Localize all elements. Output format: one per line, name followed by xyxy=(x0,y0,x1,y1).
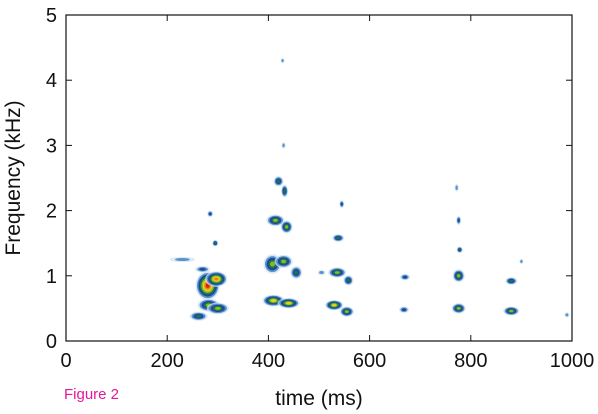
y-tick-label: 2 xyxy=(46,201,57,223)
spectral-energy-blob xyxy=(451,303,466,314)
spectral-energy-blob xyxy=(205,271,228,287)
x-tick-label: 600 xyxy=(353,350,386,372)
energy-level-contour xyxy=(286,302,292,305)
spectral-energy-blob xyxy=(399,273,411,281)
spectral-energy-blob xyxy=(273,176,284,187)
energy-level-contour xyxy=(208,212,212,216)
x-tick-label: 0 xyxy=(60,350,71,372)
spectral-energy-blob xyxy=(564,312,570,318)
spectral-energy-blob xyxy=(456,215,462,225)
y-tick-label: 1 xyxy=(46,266,57,288)
energy-level-contour xyxy=(214,277,219,281)
energy-level-contour xyxy=(458,248,461,251)
energy-level-contour xyxy=(270,261,275,267)
spectral-energy-blob xyxy=(317,269,326,276)
energy-level-contour xyxy=(276,179,281,183)
energy-level-contour xyxy=(456,307,461,310)
spectral-energy-blob xyxy=(519,258,524,265)
energy-level-contour xyxy=(401,308,407,312)
spectral-energy-blob xyxy=(281,184,289,198)
spectral-energy-blob xyxy=(505,277,518,285)
spectral-energy-blob xyxy=(169,256,196,263)
energy-level-contour xyxy=(336,236,341,240)
energy-level-contour xyxy=(565,313,569,317)
spectral-energy-blob xyxy=(206,302,229,315)
energy-level-contour xyxy=(457,274,461,278)
spectral-energy-blob xyxy=(280,58,285,64)
energy-level-contour xyxy=(344,310,349,314)
spectral-energy-blob xyxy=(277,297,300,309)
spectral-energy-blob xyxy=(281,142,286,149)
y-tick-label: 4 xyxy=(46,70,57,92)
x-tick-label: 200 xyxy=(151,350,184,372)
energy-level-contour xyxy=(455,185,458,191)
spectral-energy-blob xyxy=(454,183,459,192)
spectral-energy-blob xyxy=(290,266,303,280)
figure-label: Figure 2 xyxy=(64,386,120,403)
energy-level-contour xyxy=(346,278,350,283)
energy-level-contour xyxy=(334,271,340,274)
energy-level-contour xyxy=(281,59,284,63)
spectral-energy-blob xyxy=(339,200,345,208)
energy-level-contour xyxy=(294,270,299,275)
energy-level-contour xyxy=(520,259,523,263)
y-tick-label: 5 xyxy=(46,5,57,27)
spectral-energy-blob xyxy=(325,299,344,311)
spectral-energy-blob xyxy=(207,210,214,218)
energy-level-contour xyxy=(273,218,278,222)
energy-level-contour xyxy=(319,271,324,275)
energy-level-contour xyxy=(214,306,221,310)
spectrogram-energy-layer xyxy=(169,58,570,321)
spectral-energy-blob xyxy=(456,246,463,253)
spectral-energy-blob xyxy=(332,234,345,242)
energy-level-contour xyxy=(509,279,514,283)
y-tick-label: 3 xyxy=(46,135,57,157)
spectral-energy-blob xyxy=(503,306,520,316)
spectral-energy-blob xyxy=(274,254,293,268)
energy-level-contour xyxy=(271,299,276,302)
energy-level-contour xyxy=(195,314,202,318)
spectral-energy-blob xyxy=(195,266,211,273)
y-tick-label: 0 xyxy=(46,331,57,353)
x-axis-label: time (ms) xyxy=(275,387,363,410)
y-axis-label: Frequency (kHz) xyxy=(2,100,25,255)
energy-level-contour xyxy=(281,259,286,264)
spectral-energy-blob xyxy=(452,269,465,283)
energy-level-contour xyxy=(214,242,217,245)
energy-level-contour xyxy=(509,309,514,313)
spectral-energy-blob xyxy=(339,306,354,317)
energy-level-contour xyxy=(175,257,190,262)
energy-level-contour xyxy=(282,143,285,148)
x-tick-label: 400 xyxy=(252,350,285,372)
energy-level-contour xyxy=(457,218,460,223)
x-tick-label: 800 xyxy=(454,350,487,372)
spectral-energy-blob xyxy=(189,311,208,321)
axis-ticks: 0 200 400 600 800 1000 0 1 2 3 4 5 xyxy=(46,5,594,372)
x-tick-label: 1000 xyxy=(550,350,595,372)
spectral-energy-blob xyxy=(343,275,354,286)
spectral-energy-blob xyxy=(280,220,293,234)
spectral-energy-blob xyxy=(266,214,285,227)
energy-level-contour xyxy=(332,303,337,307)
energy-level-contour xyxy=(285,225,289,229)
spectral-energy-blob xyxy=(328,267,347,278)
energy-level-contour xyxy=(283,188,286,194)
spectral-energy-blob xyxy=(212,239,219,247)
plot-frame xyxy=(65,14,573,342)
spectral-energy-blob xyxy=(398,306,410,313)
energy-level-contour xyxy=(199,267,206,271)
energy-level-contour xyxy=(402,275,408,279)
energy-level-contour xyxy=(340,202,343,206)
